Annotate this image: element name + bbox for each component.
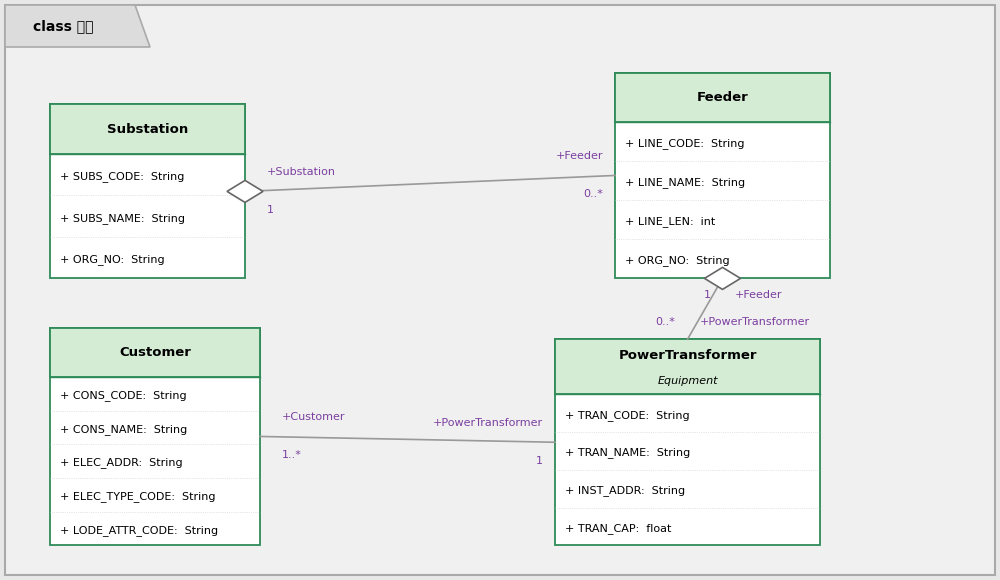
Polygon shape	[5, 5, 150, 47]
Text: +Feeder: +Feeder	[556, 151, 603, 161]
Text: + TRAN_CAP:  float: + TRAN_CAP: float	[565, 523, 671, 534]
Text: + LINE_NAME:  String: + LINE_NAME: String	[625, 177, 745, 188]
Text: Substation: Substation	[107, 122, 188, 136]
Text: 1: 1	[536, 456, 543, 466]
Text: + CONS_CODE:  String: + CONS_CODE: String	[60, 390, 187, 401]
Text: Feeder: Feeder	[697, 90, 748, 104]
Text: + ELEC_ADDR:  String: + ELEC_ADDR: String	[60, 457, 183, 468]
Polygon shape	[705, 267, 740, 289]
Text: +Substation: +Substation	[267, 168, 336, 177]
Text: + CONS_NAME:  String: + CONS_NAME: String	[60, 423, 187, 434]
Bar	[50, 104, 245, 278]
Text: + LINE_CODE:  String: + LINE_CODE: String	[625, 138, 744, 149]
Text: + INST_ADDR:  String: + INST_ADDR: String	[565, 485, 685, 496]
Text: class 营销: class 营销	[33, 19, 94, 33]
Text: PowerTransformer: PowerTransformer	[618, 349, 757, 362]
Text: +PowerTransformer: +PowerTransformer	[700, 317, 810, 327]
Bar	[555, 339, 820, 545]
Text: Customer: Customer	[119, 346, 191, 359]
Text: +Feeder: +Feeder	[735, 291, 782, 300]
Text: + TRAN_NAME:  String: + TRAN_NAME: String	[565, 447, 690, 458]
Text: + SUBS_NAME:  String: + SUBS_NAME: String	[60, 213, 185, 223]
Bar	[615, 72, 830, 278]
Text: + ORG_NO:  String: + ORG_NO: String	[60, 254, 165, 265]
Text: 0..*: 0..*	[656, 317, 676, 327]
Text: Equipment: Equipment	[657, 376, 718, 386]
Bar	[50, 104, 245, 154]
Text: + TRAN_CODE:  String: + TRAN_CODE: String	[565, 409, 690, 420]
Text: + LINE_LEN:  int: + LINE_LEN: int	[625, 216, 715, 227]
Text: + SUBS_CODE:  String: + SUBS_CODE: String	[60, 171, 184, 182]
Bar	[555, 339, 820, 394]
Text: +PowerTransformer: +PowerTransformer	[433, 418, 543, 428]
Text: 0..*: 0..*	[583, 190, 603, 200]
Text: + ORG_NO:  String: + ORG_NO: String	[625, 255, 730, 266]
Text: 1: 1	[267, 205, 274, 215]
Text: + LODE_ATTR_CODE:  String: + LODE_ATTR_CODE: String	[60, 524, 218, 535]
Text: +Customer: +Customer	[282, 412, 346, 422]
Bar	[50, 328, 260, 545]
Polygon shape	[227, 180, 263, 202]
Bar	[615, 72, 830, 122]
Text: + ELEC_TYPE_CODE:  String: + ELEC_TYPE_CODE: String	[60, 491, 216, 502]
Text: 1..*: 1..*	[282, 451, 302, 461]
Bar	[50, 328, 260, 377]
Text: 1: 1	[704, 291, 710, 300]
